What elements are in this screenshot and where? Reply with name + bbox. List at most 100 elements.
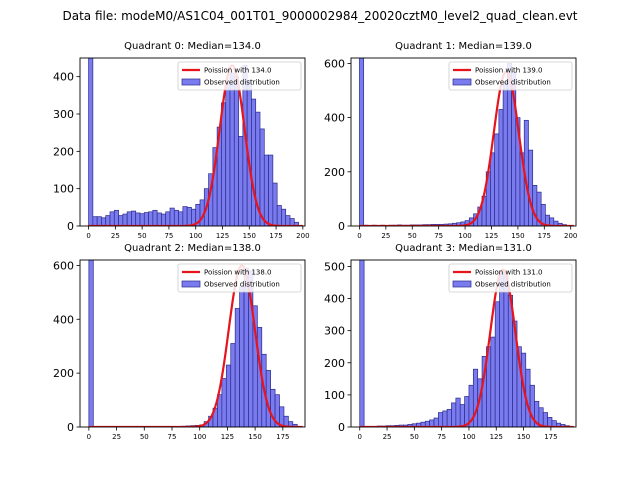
- y-tick-label: 600: [53, 259, 74, 272]
- x-tick-label: 25: [111, 232, 120, 240]
- histogram-bar: [499, 272, 505, 427]
- histogram-bar: [438, 412, 444, 427]
- histogram-bar: [472, 368, 479, 427]
- x-tick-label: 50: [138, 232, 147, 240]
- legend-bar-swatch: [181, 280, 201, 288]
- y-tick-label: 200: [53, 367, 74, 380]
- plot-area: [359, 260, 574, 427]
- histogram-bar: [451, 402, 457, 427]
- histogram-bar: [455, 397, 461, 427]
- histogram-bar: [88, 58, 94, 226]
- legend-box: [177, 263, 302, 293]
- histogram-bar: [263, 154, 269, 226]
- histogram-bar: [233, 76, 239, 226]
- histogram-bar: [490, 336, 496, 427]
- histogram-bar: [173, 209, 179, 226]
- y-tick-label: 400: [53, 71, 74, 84]
- histogram-bar: [281, 208, 287, 226]
- histogram-bar: [494, 301, 500, 427]
- histogram-bar: [182, 206, 188, 226]
- histogram-bar: [165, 211, 171, 226]
- y-tick-label: 0: [338, 220, 345, 233]
- histogram-bar: [490, 152, 496, 226]
- x-tick-label: 0: [357, 232, 361, 240]
- y-tick-label: 500: [324, 260, 345, 273]
- histogram-bar: [542, 412, 548, 427]
- legend-entry-curve: Poission with 134.0: [204, 67, 272, 75]
- figure-title: Data file: modeM0/AS1C04_001T01_90000029…: [62, 9, 577, 23]
- x-tick-label: 125: [485, 232, 498, 240]
- y-tick-label: 0: [67, 421, 74, 434]
- histogram-bar: [88, 260, 94, 427]
- x-tick-label: 175: [269, 232, 282, 240]
- chart-panel-q0: Quadrant 0: Median=134.0 0 25 50 75 100 125 150…: [53, 41, 310, 240]
- x-tick-label: 150: [511, 232, 524, 240]
- plot-area: [359, 58, 574, 226]
- histogram-bar: [442, 410, 448, 427]
- histogram-bar: [225, 364, 232, 427]
- histogram-bar: [229, 72, 235, 226]
- y-tick-label: 400: [324, 293, 345, 306]
- histogram-bar: [156, 212, 162, 226]
- histogram-bar: [143, 212, 149, 226]
- legend-box: [177, 61, 302, 91]
- histogram-bar: [152, 209, 158, 226]
- histogram-bar: [532, 185, 538, 226]
- x-tick-label: 100: [462, 433, 475, 441]
- histogram-bar: [292, 423, 298, 427]
- histogram-bar: [221, 378, 227, 427]
- chart-title: Quadrant 1: Median=139.0: [395, 41, 532, 52]
- x-tick-label: 0: [86, 232, 90, 240]
- histogram-bar: [234, 308, 240, 427]
- x-tick-label: 150: [248, 433, 261, 441]
- legend: Poission with 138.0 Observed distribution: [177, 263, 302, 293]
- histogram-bar: [169, 207, 175, 226]
- x-tick-label: 50: [410, 433, 419, 441]
- legend-entry-curve: Poission with 138.0: [204, 269, 272, 277]
- histogram-bar: [268, 154, 274, 226]
- histogram-bar: [259, 128, 265, 226]
- histogram-bar: [161, 213, 167, 226]
- histogram-bar: [118, 215, 124, 226]
- histogram-bar: [105, 215, 111, 226]
- histogram-bar: [459, 404, 465, 427]
- x-tick-label: 200: [564, 232, 577, 240]
- legend: Poission with 131.0 Observed distribution: [448, 263, 573, 293]
- y-tick-label: 200: [324, 166, 345, 179]
- chart-title: Quadrant 3: Median=131.0: [395, 243, 532, 254]
- y-tick-label: 100: [324, 389, 345, 402]
- legend-entry-bars: Observed distribution: [204, 281, 280, 289]
- y-tick-label: 200: [324, 357, 345, 370]
- histogram-bar: [503, 275, 509, 427]
- histogram-bar: [547, 417, 553, 427]
- histogram-bar: [186, 206, 192, 226]
- legend-bar-swatch: [181, 78, 201, 86]
- histogram-bar: [92, 216, 98, 226]
- legend-box: [448, 61, 573, 91]
- y-tick-label: 0: [67, 220, 74, 233]
- chart-panel-q1: Quadrant 1: Median=139.0 0 25 50 75 100 125 150…: [324, 41, 577, 240]
- y-tick-label: 600: [324, 57, 345, 70]
- legend-entry-bars: Observed distribution: [475, 79, 551, 87]
- x-tick-label: 175: [544, 433, 557, 441]
- legend-bar-swatch: [452, 78, 472, 86]
- x-tick-label: 100: [193, 433, 206, 441]
- histogram-bar: [498, 109, 504, 226]
- poisson-curve: [359, 70, 574, 226]
- chart-title: Quadrant 0: Median=134.0: [124, 41, 261, 52]
- x-tick-label: 100: [458, 232, 471, 240]
- x-tick-label: 75: [434, 232, 443, 240]
- histogram-bar: [148, 211, 154, 226]
- y-tick-label: 300: [53, 108, 74, 121]
- axes-frame: [350, 57, 577, 227]
- y-tick-label: 200: [53, 145, 74, 158]
- histogram-bar: [433, 417, 439, 427]
- histogram-bar: [251, 98, 257, 226]
- y-tick-label: 300: [324, 325, 345, 338]
- x-tick-label: 50: [140, 433, 149, 441]
- histogram-bar: [528, 149, 534, 226]
- histogram-bar: [135, 212, 141, 226]
- histogram-bar: [131, 210, 137, 226]
- x-tick-label: 75: [437, 433, 446, 441]
- histogram-bar: [285, 215, 291, 226]
